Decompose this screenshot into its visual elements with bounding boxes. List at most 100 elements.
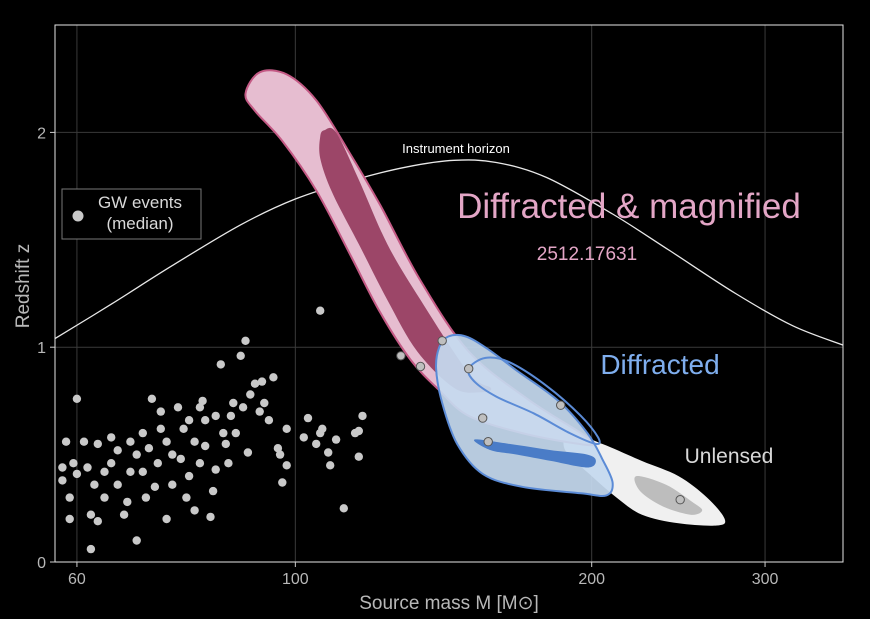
gw-event-point [190, 437, 199, 446]
gw-event-point [162, 437, 171, 446]
magnified-contour-inner [319, 127, 492, 393]
gw-event-point [269, 373, 278, 382]
horizon-layer [54, 159, 844, 346]
gw-event-point [132, 536, 141, 545]
gw-event-point [211, 411, 220, 421]
legend-box [61, 188, 202, 240]
gw-event-point [246, 390, 255, 399]
diffracted-contour-inner [473, 439, 596, 468]
gw-event-point [358, 411, 367, 421]
gw-event-point [415, 361, 426, 372]
gw-event-point [318, 424, 327, 433]
gw-event-point [184, 416, 194, 425]
gw-event-point [119, 510, 129, 519]
diffracted-contour-outer [435, 334, 614, 498]
gw-event-point [123, 497, 132, 507]
gw-event-point [61, 437, 71, 446]
gw-event-point [72, 469, 82, 479]
gw-event-point [675, 495, 685, 505]
gw-event-point [65, 493, 74, 502]
gw-event-point [241, 336, 250, 345]
gw-event-point [273, 444, 283, 453]
gw-event-point [331, 435, 341, 444]
gw-event-point [437, 336, 447, 346]
gw-event-point [278, 478, 287, 487]
gw-event-point [90, 480, 99, 489]
gw-event-point [179, 424, 188, 433]
gw-event-point [100, 493, 109, 502]
instrument-horizon-line [54, 159, 844, 346]
gw-event-point [182, 493, 191, 502]
gw-event-point [147, 394, 157, 403]
gw-event-point [201, 416, 210, 425]
gw-event-point [478, 413, 488, 423]
x-axis-label: Source mass M [M⊙] [359, 593, 539, 614]
gw-event-point [173, 403, 183, 412]
gw-event-point [243, 448, 253, 457]
gw-event-point [208, 486, 218, 496]
gw-event-point [260, 398, 269, 408]
gw-event-point [69, 459, 78, 468]
plot-frame [54, 24, 844, 563]
gw-event-point [339, 504, 348, 513]
gw-event-point [224, 459, 233, 468]
gw-event-point [138, 428, 147, 438]
gw-event-point [86, 544, 96, 554]
gw-event-point [138, 467, 147, 476]
gw-event-point [257, 377, 267, 386]
diffracted-contour-outline [467, 356, 601, 446]
title-main-annotation: Diffracted & magnified [457, 187, 801, 226]
gw-event-point [176, 454, 185, 464]
x-tick-label: 300 [752, 571, 779, 588]
gw-event-point [229, 398, 238, 408]
gw-event-point [156, 407, 165, 416]
gw-event-point [231, 428, 240, 438]
gw-event-point [65, 514, 74, 524]
gw-events-layer [58, 306, 685, 554]
gw-event-point [195, 459, 205, 468]
gw-event-point [184, 471, 194, 481]
gw-event-point [79, 437, 89, 446]
unlensed-contour-inner [634, 475, 703, 515]
gw-event-point [156, 424, 165, 433]
gw-event-point [219, 428, 228, 438]
gw-event-point [236, 351, 245, 360]
gw-event-point [316, 306, 325, 315]
y-tick-label: 2 [37, 125, 46, 142]
gw-event-point [198, 396, 207, 406]
gw-event-point [216, 360, 225, 369]
gw-event-point [396, 351, 406, 361]
gw-event-point [113, 480, 122, 489]
gw-event-point [126, 467, 135, 476]
gw-event-point [83, 463, 92, 472]
gw-event-point [206, 512, 215, 522]
gw-event-point [141, 493, 151, 502]
gw-event-point [126, 437, 135, 446]
gw-event-point [264, 416, 274, 425]
gw-event-point [312, 439, 321, 449]
horizon-annotation: Instrument horizon [402, 141, 510, 156]
y-axis-label: Redshift z [13, 244, 34, 328]
gw-event-point [195, 403, 205, 412]
gw-event-point [58, 463, 67, 472]
gw-event-point [282, 424, 291, 433]
gw-event-point [483, 437, 493, 447]
gw-event-point [144, 444, 154, 453]
gw-event-point [86, 510, 96, 519]
y-tick-label: 1 [37, 340, 46, 357]
gw-event-point [326, 461, 335, 470]
gw-event-point [324, 448, 333, 457]
legend-label-line1: GW events [98, 193, 182, 212]
gw-event-point [93, 517, 103, 526]
legend-marker [72, 210, 84, 222]
gw-event-point [93, 439, 103, 449]
gw-event-point [107, 459, 116, 468]
y-tick-label: 0 [37, 555, 46, 572]
gw-event-point [354, 452, 363, 461]
contours-layer [244, 69, 726, 526]
gw-event-point [221, 439, 230, 449]
x-tick-label: 100 [282, 571, 309, 588]
x-tick-label: 60 [68, 571, 86, 588]
gw-event-point [299, 433, 308, 442]
